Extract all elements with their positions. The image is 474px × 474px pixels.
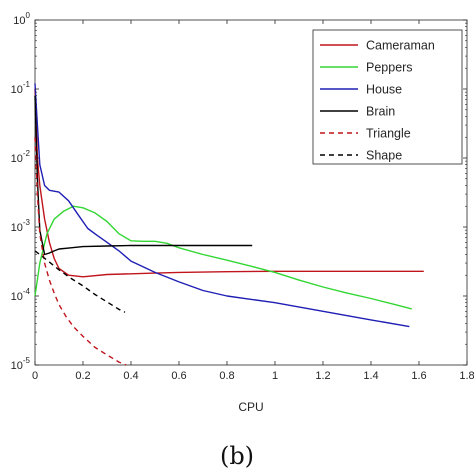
series-layer	[34, 83, 424, 366]
legend-label-peppers: Peppers	[366, 61, 413, 75]
legend-label-brain: Brain	[366, 105, 395, 119]
x-tick-label: 1.8	[459, 370, 474, 382]
y-tick-label: 10-2	[11, 149, 31, 165]
legend-label-shape: Shape	[366, 149, 402, 163]
legend: Cameraman Peppers House Brain Triangle Shape	[312, 29, 463, 165]
x-tick-label: 0	[32, 370, 38, 382]
x-tick-label: 1.4	[363, 370, 378, 382]
ticks-layer	[34, 19, 468, 366]
series-line-cameraman	[34, 88, 424, 278]
legend-box	[312, 29, 463, 165]
legend-label-cameraman: Cameraman	[366, 39, 435, 53]
x-tick-label: 0.2	[75, 370, 90, 382]
series-line-brain	[34, 95, 253, 256]
y-tick-label: 100	[13, 11, 30, 27]
y-tick-label: 10-4	[11, 287, 31, 303]
y-tick-label: 10-3	[11, 218, 31, 234]
x-tick-label: 1.6	[411, 370, 426, 382]
x-tick-label: 0.8	[219, 370, 234, 382]
y-tick-label: 10-5	[11, 356, 31, 372]
legend-label-house: House	[366, 83, 402, 97]
x-tick-label: 0.6	[171, 370, 186, 382]
series-line-shape	[34, 250, 126, 313]
x-tick-label: 1	[272, 370, 278, 382]
x-tick-label: 0.4	[123, 370, 138, 382]
y-tick-labels: 100 10-1 10-2 10-3 10-4 10-5	[11, 11, 31, 372]
y-tick-label: 10-1	[11, 80, 31, 96]
legend-label-triangle: Triangle	[366, 127, 411, 141]
series-line-house	[34, 83, 410, 328]
x-tick-labels: 0 0.2 0.4 0.6 0.8 1 1.2 1.4 1.6 1.8	[32, 370, 474, 382]
x-axis-title: CPU	[238, 400, 263, 414]
x-tick-label: 1.2	[315, 370, 330, 382]
series-line-peppers	[34, 205, 412, 310]
legend-entries: Cameraman Peppers House Brain Triangle Shape	[320, 39, 435, 163]
figure-caption: (b)	[220, 442, 254, 470]
series-line-triangle	[34, 137, 127, 366]
